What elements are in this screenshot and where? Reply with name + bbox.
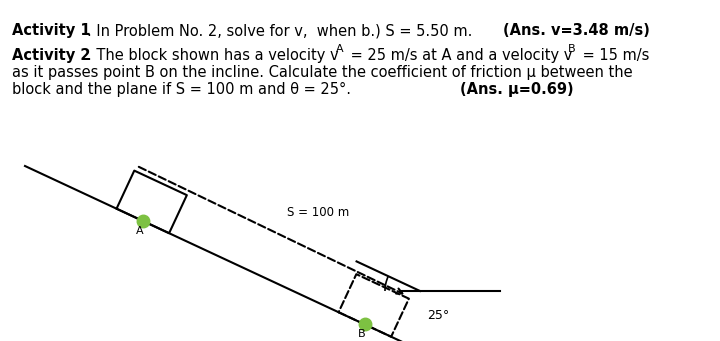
Text: block and the plane if S = 100 m and θ = 25°.: block and the plane if S = 100 m and θ =… xyxy=(12,82,351,97)
Text: B: B xyxy=(358,329,366,340)
Text: (Ans. v=3.48 m/s): (Ans. v=3.48 m/s) xyxy=(503,23,650,38)
Text: = 25 m/s at A and a velocity v: = 25 m/s at A and a velocity v xyxy=(346,48,572,63)
Text: S = 100 m: S = 100 m xyxy=(287,206,349,219)
Text: 25°: 25° xyxy=(427,309,449,322)
Text: . The block shown has a velocity v: . The block shown has a velocity v xyxy=(87,48,338,63)
Text: Activity 2: Activity 2 xyxy=(12,48,91,63)
Text: A: A xyxy=(136,226,143,236)
Text: as it passes point B on the incline. Calculate the coefficient of friction μ bet: as it passes point B on the incline. Cal… xyxy=(12,65,633,80)
Text: B: B xyxy=(568,44,575,54)
Text: . In Problem No. 2, solve for v,  when b.) S = 5.50 m.: . In Problem No. 2, solve for v, when b.… xyxy=(87,23,482,38)
Text: = 15 m/s: = 15 m/s xyxy=(578,48,649,63)
Text: A: A xyxy=(336,44,343,54)
Text: Activity 1: Activity 1 xyxy=(12,23,91,38)
Text: (Ans. μ=0.69): (Ans. μ=0.69) xyxy=(460,82,574,97)
